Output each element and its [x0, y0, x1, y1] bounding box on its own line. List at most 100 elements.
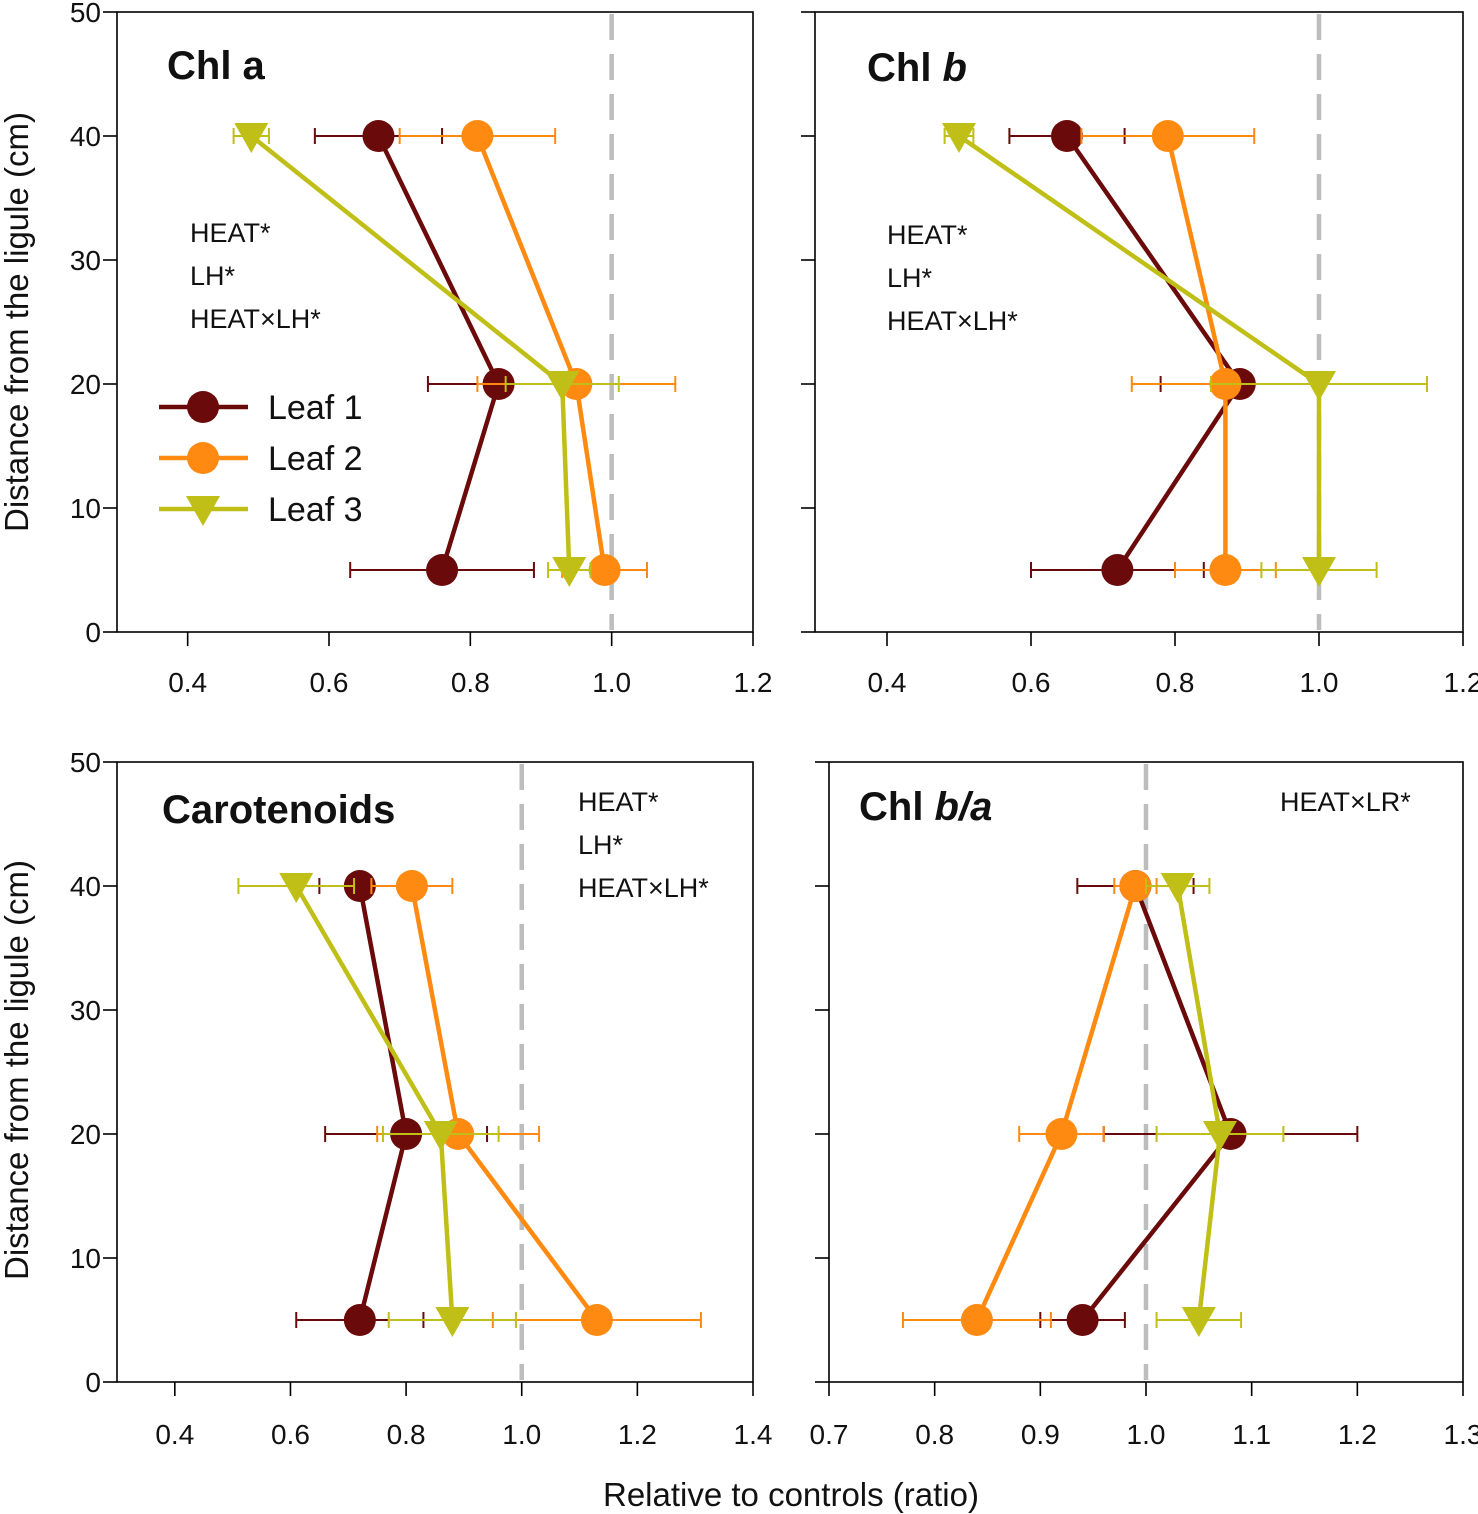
legend-label: Leaf 1	[268, 389, 363, 427]
x-tick-label: 0.8	[451, 667, 490, 698]
y-tick-label: 40	[70, 121, 101, 152]
data-point	[960, 1304, 993, 1336]
stat-annotation: LH*	[887, 263, 933, 293]
panel-title: Chl b	[867, 46, 967, 90]
series-leaf-3	[1145, 873, 1285, 1337]
y-tick-label: 0	[85, 1367, 101, 1398]
x-tick-label: 1.0	[1127, 1419, 1166, 1450]
y-tick-label: 20	[70, 369, 101, 400]
data-point	[343, 870, 376, 902]
panel-title-part: Chl	[867, 46, 943, 90]
legend-marker	[186, 496, 220, 526]
plot-frame	[814, 11, 1464, 633]
data-point	[1209, 554, 1242, 586]
y-tick-label: 0	[85, 617, 101, 648]
data-point	[552, 557, 587, 587]
legend: Leaf 1 Leaf 2 Leaf 3	[159, 389, 363, 529]
panel-title-part: Carotenoids	[162, 788, 395, 832]
data-point	[1302, 557, 1336, 587]
panel-title-part: b/a	[935, 785, 993, 829]
panel-title: Carotenoids	[162, 788, 395, 832]
x-tick-label: 0.8	[1156, 667, 1195, 698]
panel-1: 0 10 20 30 40 50 0.4 0.6 0.8 1.0 1.2 Chl a HEAT* LH* H…	[70, 0, 773, 698]
stat-annotation: LH*	[190, 261, 236, 291]
x-tick-label: 0.4	[168, 667, 207, 698]
x-tick-label: 1.2	[1444, 667, 1478, 698]
x-tick-label: 0.4	[868, 667, 907, 698]
x-tick-label: 0.4	[155, 1419, 194, 1450]
data-point	[234, 123, 269, 153]
y-tick-label: 10	[70, 1243, 101, 1274]
data-point	[545, 371, 580, 401]
x-tick-label: 0.6	[310, 667, 349, 698]
data-point	[343, 1304, 376, 1336]
data-point	[435, 1307, 470, 1337]
x-tick-label: 1.2	[618, 1419, 657, 1450]
panel-2: 0.4 0.6 0.8 1.0 1.2 Chl b HEAT* LH* HEAT×LH*	[801, 11, 1478, 698]
panels: 0 10 20 30 40 50 0.4 0.6 0.8 1.0 1.2 Chl a HEAT* LH* H…	[70, 0, 1478, 1450]
stat-annotation: HEAT*	[887, 220, 968, 250]
data-point	[1101, 554, 1134, 586]
y-tick-label: 50	[70, 747, 101, 778]
legend-marker	[187, 391, 219, 423]
series-leaf-2	[901, 870, 1158, 1336]
data-point	[1202, 1121, 1237, 1151]
plot-frame	[116, 761, 754, 1383]
x-tick-label: 1.3	[1444, 1419, 1478, 1450]
panel-title-part: Chl a	[167, 44, 266, 88]
x-tick-label: 1.0	[1300, 667, 1339, 698]
data-point	[1302, 371, 1336, 401]
series-leaf-3	[942, 123, 1428, 587]
data-point	[1151, 120, 1184, 152]
stat-annotation: LH*	[578, 830, 624, 860]
stat-annotation: HEAT*	[190, 218, 271, 248]
data-point	[1045, 1118, 1078, 1150]
data-point	[580, 1304, 613, 1336]
x-tick-label: 1.1	[1232, 1419, 1271, 1450]
stat-annotation: HEAT×LH*	[190, 304, 321, 334]
x-tick-label: 0.9	[1021, 1419, 1060, 1450]
y-tick-label: 40	[70, 871, 101, 902]
data-point	[1119, 870, 1152, 902]
y-tick-label: 30	[70, 995, 101, 1026]
y-tick-label: 50	[70, 0, 101, 28]
legend-label: Leaf 2	[268, 440, 363, 478]
data-point	[1066, 1304, 1099, 1336]
data-point	[1160, 873, 1195, 903]
data-point	[362, 120, 395, 152]
x-tick-label: 1.0	[502, 1419, 541, 1450]
stat-annotation: HEAT×LR*	[1280, 787, 1411, 817]
x-tick-label: 1.4	[734, 1419, 773, 1450]
panel-title: Chl b/a	[859, 785, 992, 829]
y-tick-label: 20	[70, 1119, 101, 1150]
data-point	[588, 554, 621, 586]
x-tick-label: 1.2	[1338, 1419, 1377, 1450]
panel-3: 0 10 20 30 40 50 0.4 0.6 0.8 1.0 1.2 1.4 Carotenoids…	[70, 747, 773, 1450]
data-point	[426, 554, 459, 586]
data-point	[395, 870, 428, 902]
data-point	[423, 1121, 458, 1151]
x-tick-label: 0.8	[387, 1419, 426, 1450]
x-tick-label: 1.0	[592, 667, 631, 698]
x-tick-label: 0.6	[1012, 667, 1051, 698]
data-point	[942, 123, 976, 153]
data-point	[279, 873, 314, 903]
stat-annotation: HEAT×LH*	[578, 873, 709, 903]
plot-frame	[116, 11, 754, 633]
x-tick-label: 0.7	[810, 1419, 849, 1450]
legend-marker	[187, 442, 219, 474]
stat-annotation: HEAT×LH*	[887, 306, 1018, 336]
panel-title: Chl a	[167, 44, 266, 88]
panel-title-part: Chl	[859, 785, 935, 829]
x-axis-title: Relative to controls (ratio)	[603, 1476, 979, 1513]
series-leaf-3	[237, 873, 517, 1337]
panel-title-part: b	[943, 46, 967, 90]
y-tick-label: 30	[70, 245, 101, 276]
data-point	[461, 120, 494, 152]
x-tick-label: 0.8	[915, 1419, 954, 1450]
legend-label: Leaf 3	[268, 491, 363, 529]
y-tick-label: 10	[70, 493, 101, 524]
data-point	[1181, 1307, 1216, 1337]
